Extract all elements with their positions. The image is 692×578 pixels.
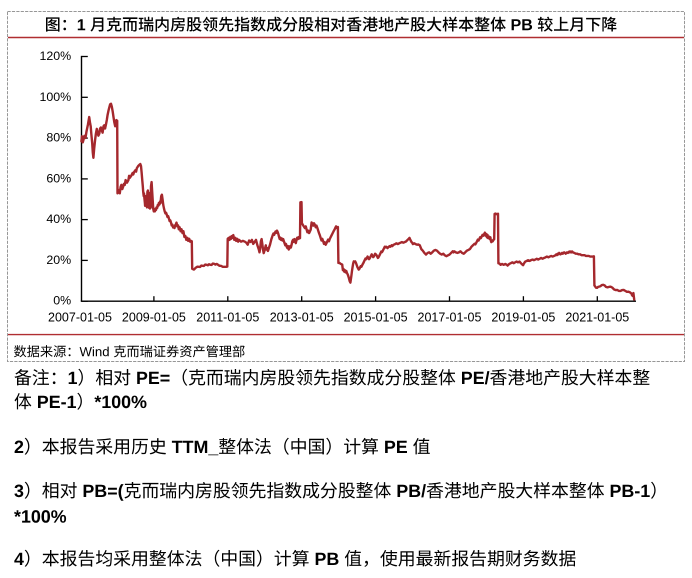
svg-text:100%: 100% [39, 90, 71, 104]
svg-text:2011-01-05: 2011-01-05 [196, 310, 259, 324]
svg-text:2021-01-05: 2021-01-05 [565, 310, 629, 324]
svg-text:2009-01-05: 2009-01-05 [122, 310, 186, 324]
svg-text:40%: 40% [46, 212, 71, 226]
svg-text:80%: 80% [46, 131, 71, 145]
svg-text:120%: 120% [39, 49, 71, 63]
svg-text:20%: 20% [46, 253, 71, 267]
svg-text:2017-01-05: 2017-01-05 [418, 310, 482, 324]
svg-text:2007-01-05: 2007-01-05 [48, 310, 112, 324]
svg-text:2019-01-05: 2019-01-05 [491, 310, 555, 324]
svg-text:2013-01-05: 2013-01-05 [270, 310, 334, 324]
svg-text:2015-01-05: 2015-01-05 [344, 310, 408, 324]
svg-text:60%: 60% [46, 171, 71, 185]
svg-text:0%: 0% [53, 294, 71, 308]
